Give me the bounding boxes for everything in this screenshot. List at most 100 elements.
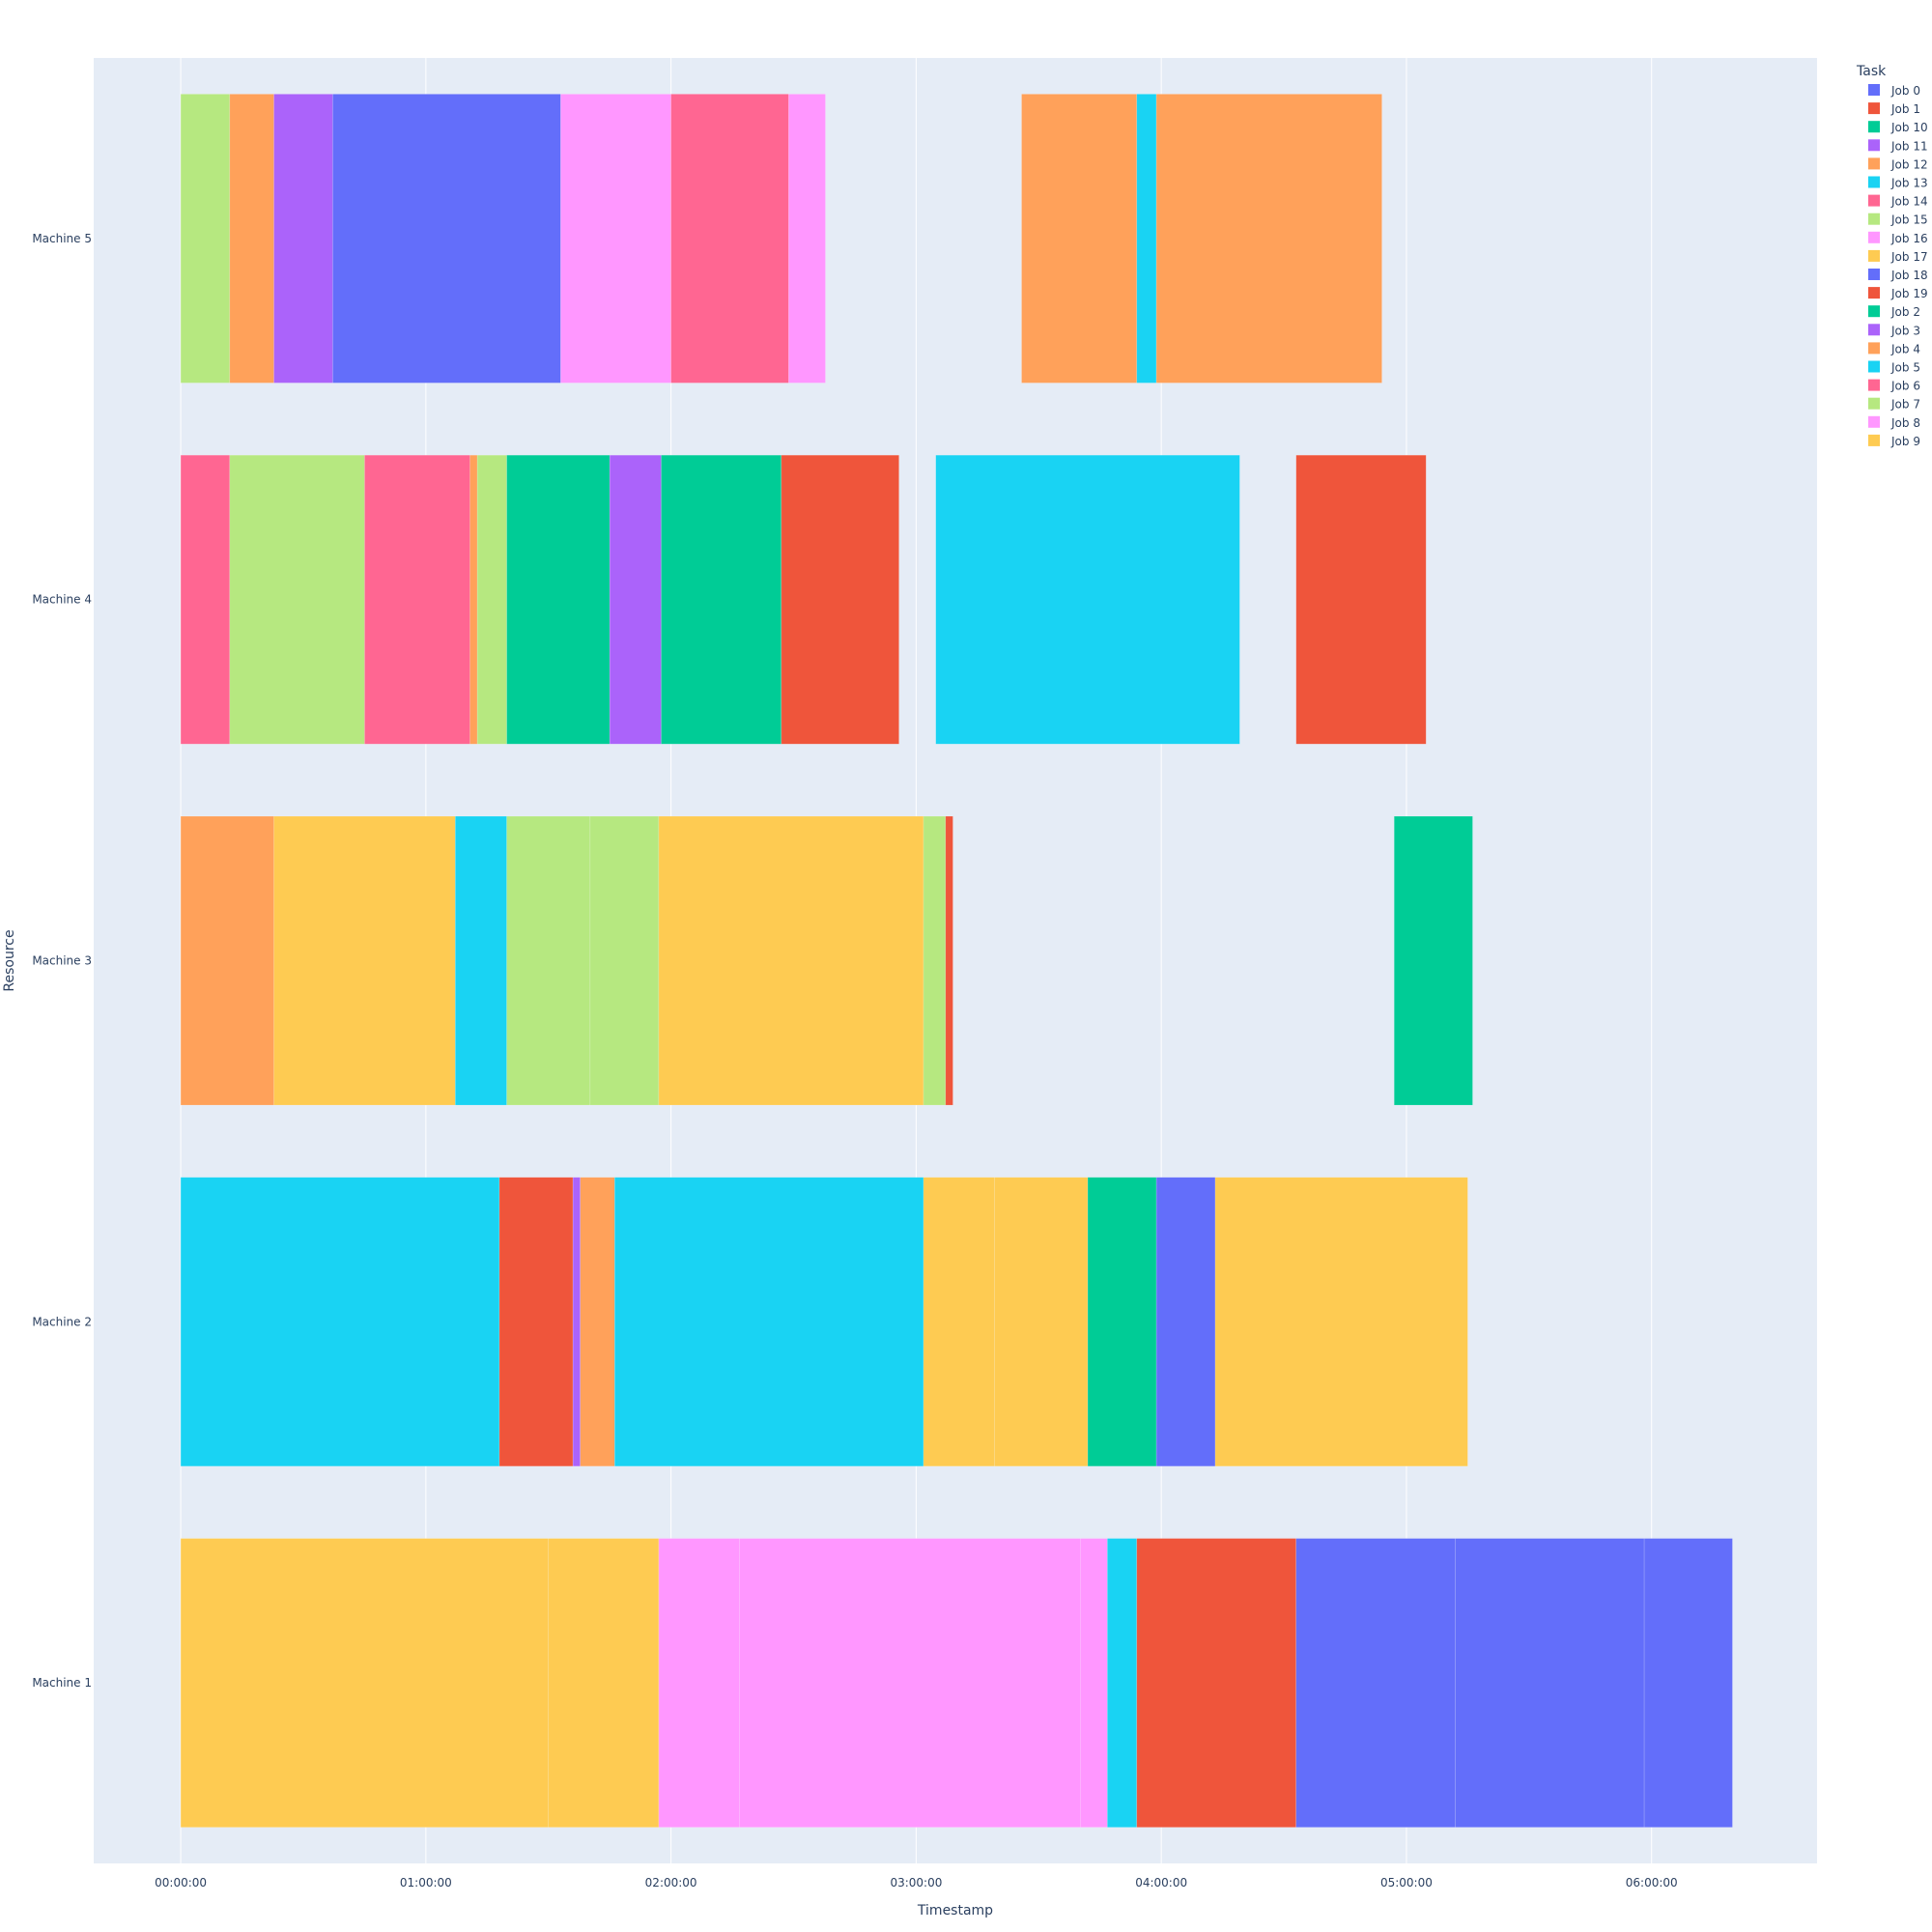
task-bar <box>923 815 947 1106</box>
task-bar <box>506 454 611 745</box>
legend-swatch <box>1868 287 1880 299</box>
legend-swatch <box>1868 342 1880 355</box>
legend-swatch <box>1868 213 1880 225</box>
legend-label: Job 1 <box>1890 102 1920 116</box>
task-bar <box>455 815 507 1106</box>
legend-item[interactable]: Job 7 <box>1868 397 1920 412</box>
legend-swatch <box>1868 84 1880 96</box>
y-tick-label: Machine 1 <box>32 1676 92 1690</box>
legend-label: Job 5 <box>1890 361 1920 375</box>
y-tick-label: Machine 4 <box>32 593 92 607</box>
task-bar <box>548 1538 660 1828</box>
legend-item[interactable]: Job 11 <box>1868 139 1928 153</box>
x-tick-label: 06:00:00 <box>1626 1876 1678 1889</box>
legend-item[interactable]: Job 1 <box>1868 102 1920 116</box>
x-tick-label: 03:00:00 <box>890 1876 942 1889</box>
task-bar <box>1136 1538 1297 1828</box>
legend-item[interactable]: Job 15 <box>1868 213 1928 227</box>
legend-label: Job 19 <box>1890 287 1928 300</box>
legend-swatch <box>1868 176 1880 188</box>
task-bar <box>498 1177 574 1467</box>
x-tick-labels: 00:00:00 01:00:00 02:00:00 03:00:00 04:00:00… <box>155 1876 1678 1889</box>
task-bar <box>589 815 660 1106</box>
task-bar <box>180 1177 500 1467</box>
task-bar <box>788 94 826 384</box>
task-bar <box>1155 94 1382 384</box>
legend-swatch <box>1868 121 1880 133</box>
task-bar <box>364 454 470 745</box>
legend-label: Job 9 <box>1890 435 1920 448</box>
y-axis-title: Resource <box>2 929 17 991</box>
legend-title: Task <box>1856 64 1887 79</box>
legend-item[interactable]: Job 17 <box>1868 249 1928 264</box>
task-bar <box>180 454 231 745</box>
legend-swatch <box>1868 231 1880 243</box>
legend-swatch <box>1868 157 1880 170</box>
legend-item[interactable]: Job 13 <box>1868 176 1928 190</box>
task-bar <box>476 454 507 745</box>
legend-item[interactable]: Job 9 <box>1868 434 1920 448</box>
task-bar <box>180 815 274 1106</box>
x-tick-label: 01:00:00 <box>400 1876 452 1889</box>
task-bar <box>923 1177 995 1467</box>
legend-swatch <box>1868 324 1880 336</box>
x-tick-label: 00:00:00 <box>155 1876 207 1889</box>
x-tick-label: 02:00:00 <box>645 1876 697 1889</box>
legend-item[interactable]: Job 10 <box>1868 121 1928 134</box>
task-bar <box>613 1177 924 1467</box>
legend-item[interactable]: Job 0 <box>1868 84 1920 98</box>
task-bar <box>1214 1177 1468 1467</box>
task-bar <box>945 815 953 1106</box>
legend-swatch <box>1868 415 1880 428</box>
task-bar <box>560 94 671 384</box>
legend-swatch <box>1868 249 1880 262</box>
task-bar <box>739 1538 1081 1828</box>
legend-swatch <box>1868 139 1880 152</box>
legend-label: Job 4 <box>1890 342 1920 355</box>
task-bar <box>994 1177 1089 1467</box>
legend-item[interactable]: Job 3 <box>1868 324 1920 337</box>
legend-item[interactable]: Job 14 <box>1868 194 1928 209</box>
legend-item[interactable]: Job 8 <box>1868 415 1920 430</box>
legend-label: Job 17 <box>1890 250 1928 264</box>
legend-item[interactable]: Job 4 <box>1868 342 1920 355</box>
legend-label: Job 12 <box>1890 157 1928 171</box>
legend-item[interactable]: Job 16 <box>1868 231 1928 245</box>
legend-item[interactable]: Job 6 <box>1868 379 1920 393</box>
task-bar <box>580 1177 615 1467</box>
task-bar <box>658 1538 740 1828</box>
legend-swatch <box>1868 434 1880 446</box>
task-bar <box>1295 1538 1456 1828</box>
legend-label: Job 10 <box>1890 121 1928 134</box>
task-bar <box>1455 1538 1645 1828</box>
legend-item[interactable]: Job 19 <box>1868 287 1928 300</box>
legend-swatch <box>1868 194 1880 207</box>
task-bar <box>1021 94 1138 384</box>
legend-label: Job 11 <box>1890 139 1928 153</box>
task-bar <box>1155 1177 1216 1467</box>
legend-item[interactable]: Job 12 <box>1868 157 1928 171</box>
legend-label: Job 16 <box>1890 232 1928 245</box>
x-axis-title: Timestamp <box>917 1903 993 1918</box>
legend-item[interactable]: Job 2 <box>1868 305 1920 319</box>
y-tick-label: Machine 3 <box>32 954 92 968</box>
legend-label: Job 7 <box>1890 398 1920 412</box>
legend-label: Job 13 <box>1890 177 1928 190</box>
task-bar <box>935 454 1240 745</box>
y-tick-label: Machine 2 <box>32 1315 92 1328</box>
task-bar <box>1087 1177 1157 1467</box>
legend-item[interactable]: Job 18 <box>1868 269 1928 282</box>
task-bar <box>781 454 899 745</box>
legend-item[interactable]: Job 5 <box>1868 360 1920 375</box>
task-bar <box>506 815 591 1106</box>
task-bars <box>180 94 1733 1828</box>
task-bar <box>332 94 561 384</box>
y-tick-labels: Machine 1 Machine 2 Machine 3 Machine 4 Mach… <box>32 232 92 1690</box>
legend-swatch <box>1868 305 1880 318</box>
legend-swatch <box>1868 102 1880 115</box>
task-bar <box>273 94 333 384</box>
legend-label: Job 14 <box>1890 195 1928 209</box>
x-tick-label: 04:00:00 <box>1135 1876 1187 1889</box>
x-tick-label: 05:00:00 <box>1380 1876 1433 1889</box>
